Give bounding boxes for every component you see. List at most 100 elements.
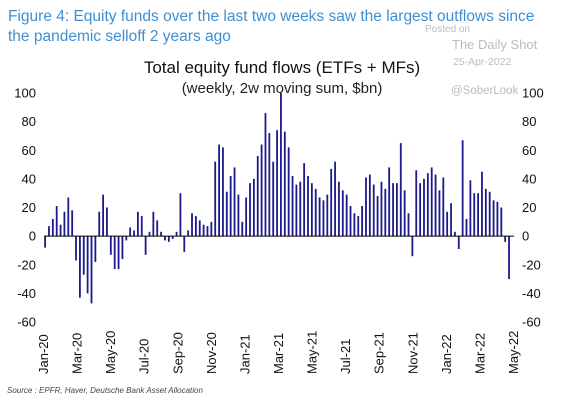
bar-2021-04-02	[295, 184, 298, 237]
bar-2021-02-19	[272, 161, 275, 237]
bar-2022-01-28	[461, 140, 464, 237]
bar-2021-08-06	[365, 177, 367, 237]
bar-2020-01-03	[44, 236, 46, 248]
bar-2020-06-05	[129, 227, 132, 237]
y-tick-right-100: 100	[522, 86, 544, 101]
bar-2020-07-24	[156, 220, 159, 237]
bar-2020-06-26	[140, 216, 143, 237]
bar-2022-01-21	[457, 236, 460, 250]
bar-2021-05-21	[322, 200, 325, 237]
bar-2021-03-05	[280, 93, 282, 237]
bar-2020-06-12	[133, 230, 135, 237]
bar-2022-03-25	[492, 200, 495, 237]
bar-2021-10-01	[396, 183, 398, 237]
bar-2020-07-31	[160, 231, 162, 237]
bar-2021-12-31	[446, 211, 449, 237]
bar-2020-05-22	[121, 236, 124, 260]
bar-2020-12-04	[229, 176, 232, 237]
bar-2021-11-19	[423, 178, 425, 237]
bar-2021-09-17	[388, 167, 391, 237]
bar-2020-07-17	[152, 211, 155, 237]
bar-2021-10-29	[411, 236, 414, 257]
bar-2020-11-13	[218, 144, 220, 237]
bar-2021-07-30	[361, 206, 364, 237]
bar-2020-08-28	[175, 231, 178, 237]
bar-2020-03-27	[90, 236, 93, 304]
y-tick-right--40: -40	[522, 286, 541, 301]
bar-2020-03-06	[79, 236, 81, 298]
bar-2022-02-25	[477, 193, 479, 237]
bar-2021-09-03	[380, 181, 383, 237]
bar-2020-05-29	[125, 236, 128, 241]
bar-2020-02-14	[67, 197, 70, 237]
bar-2020-09-04	[179, 193, 182, 237]
bar-2020-10-30	[210, 221, 213, 237]
bar-2020-06-19	[136, 211, 139, 237]
x-tick-Jan-20: Jan-20	[36, 334, 51, 374]
x-tick-Mar-21: Mar-21	[271, 333, 286, 374]
bar-2021-05-14	[318, 197, 321, 237]
bar-2020-12-25	[241, 221, 244, 237]
watermark-posted-on: Posted on	[425, 24, 471, 35]
bar-2021-02-12	[268, 133, 271, 237]
y-tick-left-0: 0	[29, 229, 36, 244]
x-tick-Jan-21: Jan-21	[237, 334, 252, 374]
bar-2021-12-10	[434, 174, 437, 237]
bar-2020-04-24	[106, 207, 108, 237]
bar-2020-04-03	[94, 236, 97, 262]
bar-2021-04-23	[307, 176, 309, 237]
bar-2021-09-24	[392, 183, 394, 237]
y-tick-left-40: 40	[22, 171, 36, 186]
bar-2021-01-01	[245, 197, 248, 237]
bar-2021-07-09	[349, 206, 352, 237]
bar-2021-05-07	[314, 188, 317, 237]
x-tick-Nov-20: Nov-20	[204, 332, 219, 374]
y-tick-left-20: 20	[22, 200, 36, 215]
bar-2020-01-17	[51, 218, 54, 237]
y-tick-right--20: -20	[522, 257, 541, 272]
bar-2020-10-02	[194, 216, 197, 237]
x-tick-May-22: May-22	[506, 331, 521, 374]
bar-2021-08-20	[372, 184, 375, 237]
bar-2020-01-31	[59, 224, 62, 237]
y-tick-left-80: 80	[22, 114, 36, 129]
y-tick-right-0: 0	[522, 229, 529, 244]
bar-2021-02-05	[264, 113, 267, 237]
x-tick-Sep-20: Sep-20	[170, 332, 185, 374]
bar-2020-10-16	[202, 224, 205, 237]
x-tick-Sep-21: Sep-21	[372, 332, 387, 374]
x-tick-Mar-20: Mar-20	[70, 333, 85, 374]
bar-2020-04-10	[98, 211, 101, 237]
bar-2021-04-09	[299, 181, 302, 237]
bar-2021-10-08	[399, 143, 402, 237]
bar-2020-11-27	[225, 191, 228, 237]
ticks-layer: -60 -60 -40 -40 -20 -20 0 0 20 20 40 40 60 60 80 80 100 1…	[14, 86, 543, 375]
bar-2021-11-05	[415, 170, 418, 237]
bar-2021-12-24	[442, 177, 445, 237]
y-tick-right-40: 40	[522, 171, 536, 186]
y-tick-left--20: -20	[17, 257, 36, 272]
bar-2022-04-22	[508, 236, 510, 280]
bar-2020-11-20	[222, 147, 224, 237]
chart-subtitle: (weekly, 2w moving sum, $bn)	[181, 80, 383, 97]
bar-2021-03-19	[287, 147, 290, 237]
x-tick-Jul-21: Jul-21	[338, 339, 353, 374]
y-tick-left--40: -40	[17, 286, 36, 301]
bar-2022-02-04	[465, 218, 468, 237]
bar-2022-03-11	[484, 188, 487, 237]
bar-2020-11-06	[214, 161, 217, 237]
bar-2022-01-07	[450, 203, 452, 237]
bar-2021-04-30	[310, 183, 313, 237]
bar-2020-07-03	[144, 236, 147, 255]
y-tick-right-60: 60	[522, 143, 536, 158]
bar-2020-09-11	[183, 236, 186, 252]
bar-2021-01-22	[256, 155, 259, 237]
bar-2021-11-26	[426, 173, 429, 237]
bar-2020-05-01	[109, 236, 112, 255]
watermark-brand: The Daily Shot	[452, 37, 538, 52]
figure-caption: Figure 4: Equity funds over the last two…	[8, 8, 535, 45]
bar-2022-03-04	[481, 171, 483, 237]
y-tick-left-100: 100	[14, 86, 36, 101]
bar-2021-07-02	[345, 194, 348, 237]
